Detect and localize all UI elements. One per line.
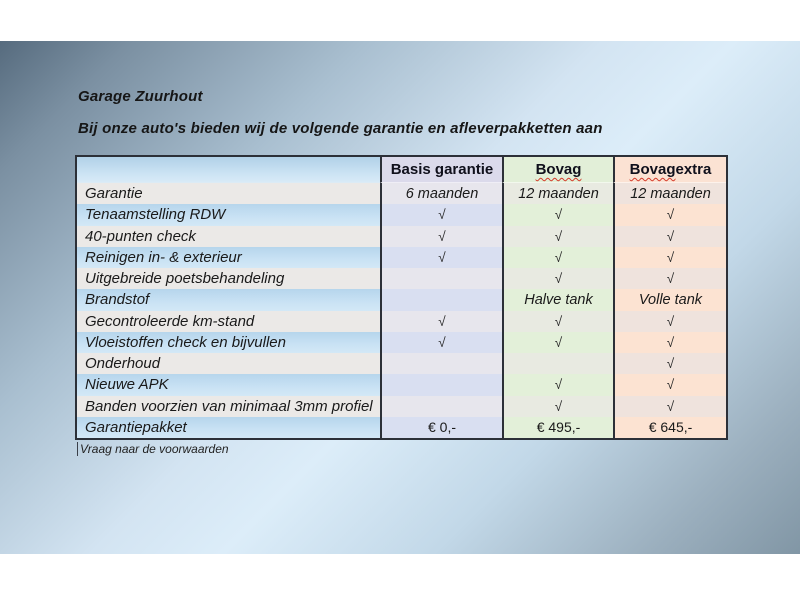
table-row: Banden voorzien van minimaal 3mm profiel… xyxy=(77,395,726,417)
check-mark: √ xyxy=(554,228,563,244)
table-row: Tenaamstelling RDW √ √ √ xyxy=(77,204,726,226)
check-mark: √ xyxy=(438,313,446,329)
table-row: Garantiepakket € 0,- € 495,- € 645,- xyxy=(77,416,726,438)
row-label: 40-punten check xyxy=(77,225,380,247)
check-mark: √ xyxy=(554,377,563,393)
row-label: Reinigen in- & exterieur xyxy=(77,246,380,268)
header-bovag-extra-suffix: extra xyxy=(675,161,712,178)
price-value: € 0,- xyxy=(427,419,456,436)
header-bovag: Bovag xyxy=(502,157,613,183)
page-title: Garage Zuurhout xyxy=(78,88,203,105)
check-mark: √ xyxy=(438,207,446,223)
price-value: € 495,- xyxy=(536,419,581,436)
check-mark: √ xyxy=(554,271,563,287)
row-label: Garantiepakket xyxy=(77,416,380,438)
check-mark: √ xyxy=(554,398,563,414)
table-row: Nieuwe APK √ √ xyxy=(77,374,726,396)
check-mark: √ xyxy=(666,271,675,287)
check-mark: √ xyxy=(666,356,675,372)
row-label: Tenaamstelling RDW xyxy=(77,204,380,226)
check-mark: √ xyxy=(554,207,563,223)
check-mark: √ xyxy=(554,334,563,350)
header-basis-garantie: Basis garantie xyxy=(380,157,502,183)
header-bovag-extra: Bovag extra xyxy=(613,157,726,183)
check-mark: √ xyxy=(438,249,446,265)
table-row: Onderhoud √ xyxy=(77,353,726,375)
table-row: Garantie 6 maanden 12 maanden 12 maanden xyxy=(77,183,726,205)
check-mark: √ xyxy=(666,334,675,350)
warranty-packages-table: Basis garantie Bovag Bovag extra Garanti… xyxy=(75,155,728,440)
row-label: Uitgebreide poetsbehandeling xyxy=(77,268,380,290)
check-mark: √ xyxy=(666,398,675,414)
cell-value: Volle tank xyxy=(638,291,703,308)
header-bovag-extra-word: Bovag xyxy=(629,161,676,178)
row-label: Vloeistoffen check en bijvullen xyxy=(77,331,380,353)
check-mark: √ xyxy=(438,228,446,244)
check-mark: √ xyxy=(666,249,675,265)
table-row: 40-punten check √ √ √ xyxy=(77,225,726,247)
table-row: Uitgebreide poetsbehandeling √ √ xyxy=(77,268,726,290)
row-label: Brandstof xyxy=(77,289,380,311)
row-label: Gecontroleerde km-stand xyxy=(77,310,380,332)
table-header-row: Basis garantie Bovag Bovag extra xyxy=(77,157,726,183)
check-mark: √ xyxy=(666,377,675,393)
check-mark: √ xyxy=(666,207,675,223)
cell-value: Halve tank xyxy=(524,291,593,308)
table-row: Gecontroleerde km-stand √ √ √ xyxy=(77,310,726,332)
row-label: Garantie xyxy=(77,183,380,205)
page-subtitle: Bij onze auto's bieden wij de volgende g… xyxy=(78,120,603,137)
cell-value: 12 maanden xyxy=(518,185,599,202)
check-mark: √ xyxy=(438,334,446,350)
row-label: Banden voorzien van minimaal 3mm profiel xyxy=(77,395,380,417)
row-label: Nieuwe APK xyxy=(77,374,380,396)
table-row: Reinigen in- & exterieur √ √ √ xyxy=(77,246,726,268)
header-bovag-word: Bovag xyxy=(535,161,582,178)
header-empty-cell xyxy=(77,157,380,183)
table-row: Vloeistoffen check en bijvullen √ √ √ xyxy=(77,331,726,353)
table-row: Brandstof Halve tank Volle tank xyxy=(77,289,726,311)
row-label: Onderhoud xyxy=(77,353,380,375)
check-mark: √ xyxy=(554,313,563,329)
footer-note: Vraag naar de voorwaarden xyxy=(77,442,229,456)
cell-value: 6 maanden xyxy=(405,185,479,202)
check-mark: √ xyxy=(666,313,675,329)
check-mark: √ xyxy=(554,249,563,265)
check-mark: √ xyxy=(666,228,675,244)
price-value: € 645,- xyxy=(648,419,693,436)
cell-value: 12 maanden xyxy=(630,185,711,202)
